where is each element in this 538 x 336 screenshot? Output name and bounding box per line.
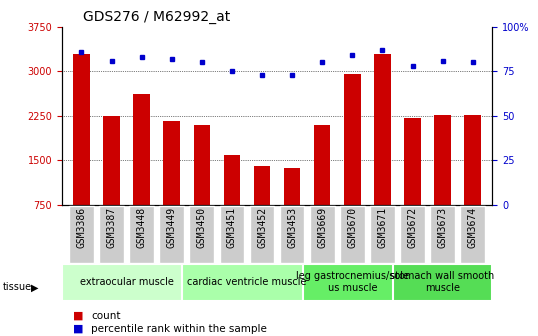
Text: tissue: tissue [3,282,32,292]
Text: cardiac ventricle muscle: cardiac ventricle muscle [187,277,307,287]
Text: count: count [91,311,121,321]
Text: leg gastrocnemius/sole
us muscle: leg gastrocnemius/sole us muscle [296,271,409,293]
Bar [310,206,335,263]
Bar [434,115,451,205]
Bar [73,54,90,205]
Bar [340,206,365,263]
Text: GSM3673: GSM3673 [437,207,448,248]
Text: GSM3387: GSM3387 [107,207,117,248]
Bar [133,94,150,205]
Bar [284,168,300,205]
Text: GSM3671: GSM3671 [378,207,387,248]
Text: GSM3450: GSM3450 [197,207,207,248]
Bar [129,206,154,263]
Bar [303,264,402,301]
Bar [159,206,184,263]
Text: GSM3669: GSM3669 [317,207,327,248]
Text: GSM3386: GSM3386 [76,207,87,248]
Bar [99,206,124,263]
Bar [370,206,395,263]
Text: GSM3448: GSM3448 [137,207,147,248]
Text: percentile rank within the sample: percentile rank within the sample [91,324,267,334]
Text: stomach wall smooth
muscle: stomach wall smooth muscle [391,271,495,293]
Bar [220,206,244,263]
Bar [164,121,180,205]
Bar [430,206,455,263]
Text: GSM3449: GSM3449 [167,207,176,248]
Bar [250,206,274,263]
Bar [374,53,391,205]
Bar [280,206,305,263]
Bar [103,116,120,205]
Bar [393,264,492,301]
Text: GSM3452: GSM3452 [257,207,267,248]
Text: GSM3453: GSM3453 [287,207,297,248]
Text: GDS276 / M62992_at: GDS276 / M62992_at [83,10,231,25]
Bar [344,74,360,205]
Text: GSM3672: GSM3672 [407,207,417,248]
Text: extraocular muscle: extraocular muscle [80,277,174,287]
Bar [400,206,425,263]
Bar [314,125,330,205]
Text: ▶: ▶ [31,282,39,292]
Bar [69,206,94,263]
Text: ■: ■ [73,311,83,321]
Text: GSM3674: GSM3674 [468,207,478,248]
Bar [194,125,210,205]
Bar [224,155,240,205]
Bar [404,118,421,205]
Bar [189,206,214,263]
Bar [62,264,192,301]
Text: GSM3451: GSM3451 [227,207,237,248]
Text: ■: ■ [73,324,83,334]
Bar [254,166,270,205]
Bar [461,206,485,263]
Bar [464,115,481,205]
Text: GSM3670: GSM3670 [348,207,357,248]
Bar [182,264,312,301]
